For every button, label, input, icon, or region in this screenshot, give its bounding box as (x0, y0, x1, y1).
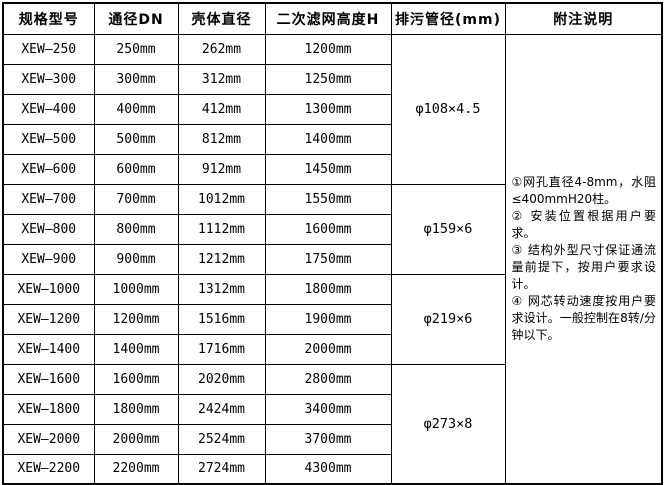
cell-mesh-height: 1400mm (264, 123, 392, 155)
table-row: XEW—700 700mm 1012mm 1550mm φ159×6 (2, 183, 662, 275)
cell-shell-diameter: 2524mm (177, 423, 266, 455)
cell-mesh-height: 2800mm (264, 363, 392, 395)
cell-mesh-height: 3700mm (264, 423, 392, 455)
cell-shell-diameter: 1312mm (177, 273, 266, 305)
col-header-notes: 附注说明 (504, 2, 663, 35)
table-row: XEW—2200 2200mm 2724mm 4300mm (2, 453, 662, 485)
header-row: 规格型号 通径DN 壳体直径 二次滤网高度H 排污管径(mm) 附注说明 (2, 2, 663, 35)
cell-shell-diameter: 812mm (177, 123, 266, 155)
cell-dn: 700mm (93, 183, 179, 215)
cell-model: XEW—2000 (2, 423, 95, 455)
cell-mesh-height: 1900mm (264, 303, 392, 335)
cell-dn: 1600mm (93, 363, 179, 395)
col-header-shell: 壳体直径 (177, 2, 266, 35)
spec-table-body: XEW—250 250mm 262mm 1200mm φ108×4.5 ①网孔直径4-8m… (2, 33, 663, 485)
cell-model: XEW—250 (2, 33, 95, 65)
cell-shell-diameter: 1516mm (177, 303, 266, 335)
table-row: XEW—1000 1000mm 1312mm 1800mm φ219×6 (2, 273, 662, 365)
cell-dn: 800mm (93, 213, 179, 245)
cell-drain-pipe-diameter: φ159×6 (390, 183, 506, 275)
cell-drain-pipe-diameter: φ108×4.5 (390, 33, 506, 185)
cell-dn: 1400mm (93, 333, 179, 365)
cell-dn: 2000mm (93, 423, 179, 455)
cell-dn: 300mm (93, 63, 179, 95)
cell-dn: 250mm (93, 33, 179, 65)
cell-dn: 1800mm (93, 393, 179, 425)
cell-mesh-height: 1600mm (264, 213, 392, 245)
cell-model: XEW—2200 (2, 453, 95, 485)
cell-mesh-height: 1200mm (264, 33, 392, 65)
cell-dn: 400mm (93, 93, 179, 125)
table-row: XEW—1600 1600mm 2020mm 2800mm φ273×8 (2, 363, 662, 485)
note-line: ② 安装位置根据用户要求。 (511, 208, 657, 240)
cell-dn: 600mm (93, 153, 179, 185)
note-line: ①网孔直径4-8mm，水阻≤400mmH20柱。 (511, 174, 657, 206)
cell-model: XEW—400 (2, 93, 95, 125)
col-header-model: 规格型号 (2, 2, 95, 35)
cell-model: XEW—1800 (2, 393, 95, 425)
cell-shell-diameter: 2020mm (177, 363, 266, 395)
cell-model: XEW—800 (2, 213, 95, 245)
table-row: XEW—900 900mm 1212mm 1750mm (2, 243, 662, 275)
notes-cell: ①网孔直径4-8mm，水阻≤400mmH20柱。 ② 安装位置根据用户要求。 ③ 结… (504, 33, 663, 485)
table-row: XEW—500 500mm 812mm 1400mm (2, 123, 662, 155)
cell-model: XEW—500 (2, 123, 95, 155)
col-header-drain-pipe: 排污管径(mm) (390, 2, 506, 35)
cell-dn: 1200mm (93, 303, 179, 335)
cell-shell-diameter: 2424mm (177, 393, 266, 425)
note-line: ④ 网芯转动速度按用户要求设计。一般控制在8转/分钟以下。 (511, 293, 657, 342)
cell-drain-pipe-diameter: φ219×6 (390, 273, 506, 365)
note-line: ③ 结构外型尺寸保证通流量前提下，按用户要求设计。 (511, 242, 657, 291)
cell-mesh-height: 3400mm (264, 393, 392, 425)
col-header-height: 二次滤网高度H (264, 2, 392, 35)
cell-model: XEW—900 (2, 243, 95, 275)
cell-shell-diameter: 912mm (177, 153, 266, 185)
table-row: XEW—600 600mm 912mm 1450mm (2, 153, 662, 185)
cell-model: XEW—1400 (2, 333, 95, 365)
table-row: XEW—400 400mm 412mm 1300mm (2, 93, 662, 125)
cell-shell-diameter: 312mm (177, 63, 266, 95)
cell-shell-diameter: 412mm (177, 93, 266, 125)
cell-mesh-height: 4300mm (264, 453, 392, 485)
cell-shell-diameter: 1012mm (177, 183, 266, 215)
cell-model: XEW—300 (2, 63, 95, 95)
cell-mesh-height: 1550mm (264, 183, 392, 215)
table-row: XEW—1800 1800mm 2424mm 3400mm (2, 393, 662, 425)
cell-model: XEW—700 (2, 183, 95, 215)
cell-shell-diameter: 2724mm (177, 453, 266, 485)
cell-mesh-height: 1450mm (264, 153, 392, 185)
cell-dn: 900mm (93, 243, 179, 275)
cell-shell-diameter: 1212mm (177, 243, 266, 275)
cell-mesh-height: 1300mm (264, 93, 392, 125)
cell-shell-diameter: 1716mm (177, 333, 266, 365)
cell-dn: 500mm (93, 123, 179, 155)
cell-shell-diameter: 1112mm (177, 213, 266, 245)
table-row: XEW—300 300mm 312mm 1250mm (2, 63, 662, 95)
cell-model: XEW—1200 (2, 303, 95, 335)
col-header-dn: 通径DN (93, 2, 179, 35)
cell-mesh-height: 1800mm (264, 273, 392, 305)
table-row: XEW—250 250mm 262mm 1200mm φ108×4.5 ①网孔直径4-8m… (2, 33, 663, 485)
cell-model: XEW—1600 (2, 363, 95, 395)
cell-mesh-height: 1250mm (264, 63, 392, 95)
table-row: XEW—2000 2000mm 2524mm 3700mm (2, 423, 662, 455)
cell-shell-diameter: 262mm (177, 33, 266, 65)
cell-mesh-height: 2000mm (264, 333, 392, 365)
cell-drain-pipe-diameter: φ273×8 (390, 363, 506, 485)
cell-model: XEW—1000 (2, 273, 95, 305)
cell-dn: 1000mm (93, 273, 179, 305)
cell-mesh-height: 1750mm (264, 243, 392, 275)
table-row: XEW—800 800mm 1112mm 1600mm (2, 213, 662, 245)
cell-dn: 2200mm (93, 453, 179, 485)
cell-model: XEW—600 (2, 153, 95, 185)
